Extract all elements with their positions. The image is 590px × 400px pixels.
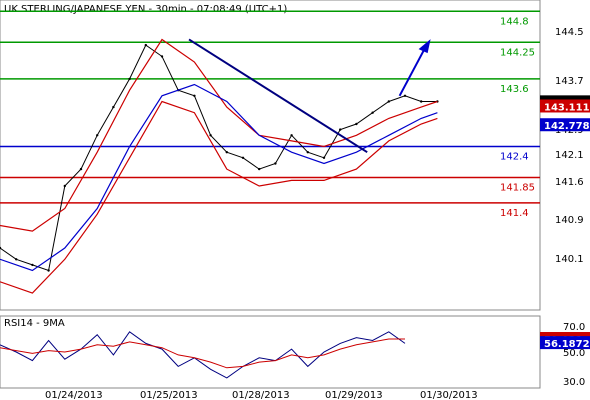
price-point [47,269,50,272]
price-panel-frame [0,0,541,311]
price-point [209,134,212,137]
price-point [420,100,423,103]
chart-title: UK STERLING/JAPANESE YEN - 30min - 07:08… [4,4,287,15]
price-tick-label: 143.7 [555,76,584,87]
price-point [128,77,131,81]
x-tick-label: 01/24/2013 [45,390,103,400]
price-point [79,167,83,171]
band-series-line [0,100,438,294]
price-point [258,167,261,171]
price-point [306,151,309,154]
price-point [96,134,99,137]
x-tick-label: 01/30/2013 [420,390,478,400]
indicator-axis: 70.0 50.0 30.0 [563,322,585,388]
price-tick-label: 144.5 [555,27,584,38]
price-badge-label: 143.111 [544,102,590,113]
price-point [387,100,390,103]
indicator-tick-label: 30.0 [563,377,585,388]
price-tick-label: 142.1 [555,150,584,161]
annotations-layer [188,38,431,154]
price-point [193,94,196,98]
projection-arrow [398,44,428,97]
level-label: 142.4 [500,152,529,163]
indicator-badge-label: 56.1872 [544,339,590,350]
indicator-tick-label: 70.0 [563,322,585,333]
indicator-title: RSI14 - 9MA [4,318,65,329]
price-point [31,263,34,267]
price-point [371,111,374,114]
rsi-ma-line [0,338,405,369]
trendline [188,38,368,154]
series-layer [0,38,439,294]
x-tick-label: 01/29/2013 [325,390,383,400]
price-point [290,134,293,137]
band-series-line [0,38,438,232]
price-point [241,156,245,159]
indicator-badge [540,336,590,350]
level-label: 141.4 [500,208,529,219]
x-tick-label: 01/28/2013 [232,390,290,400]
price-point [225,151,228,154]
levels-layer: 144.8 144.25 143.6 142.4 141.85 141.4 [0,10,540,219]
price-tick-label: 141.6 [555,177,584,188]
price-point [112,105,115,109]
price-point [322,156,326,159]
price-point [355,122,358,126]
rsi-line [0,331,406,379]
price-badge-label: 142.778 [544,121,590,132]
level-label: 143.6 [500,84,529,95]
price-badge [540,118,590,132]
price-point [160,55,164,58]
level-label: 144.8 [500,16,529,27]
indicator-panel-frame [0,315,541,389]
level-label: 141.85 [500,183,535,194]
price-badge [540,99,590,113]
projection-arrow-head [418,39,431,54]
price-point [63,184,66,188]
price-point [15,258,18,261]
price-point [0,246,2,250]
price-point [403,94,407,98]
x-axis: 01/24/2013 01/25/2013 01/28/2013 01/29/2… [45,390,478,400]
band-series-line [0,83,438,272]
x-tick-label: 01/25/2013 [140,390,198,400]
indicator-tick-label: 50.0 [563,348,585,359]
price-series-line [0,44,438,272]
price-point [144,43,147,47]
price-tick-label: 140.9 [555,215,584,226]
level-label: 144.25 [500,47,535,58]
price-point [339,128,342,131]
price-tick-label: 140.1 [555,254,584,265]
price-point [274,162,277,165]
indicator-layer: 59.02156.1872 [0,331,590,379]
